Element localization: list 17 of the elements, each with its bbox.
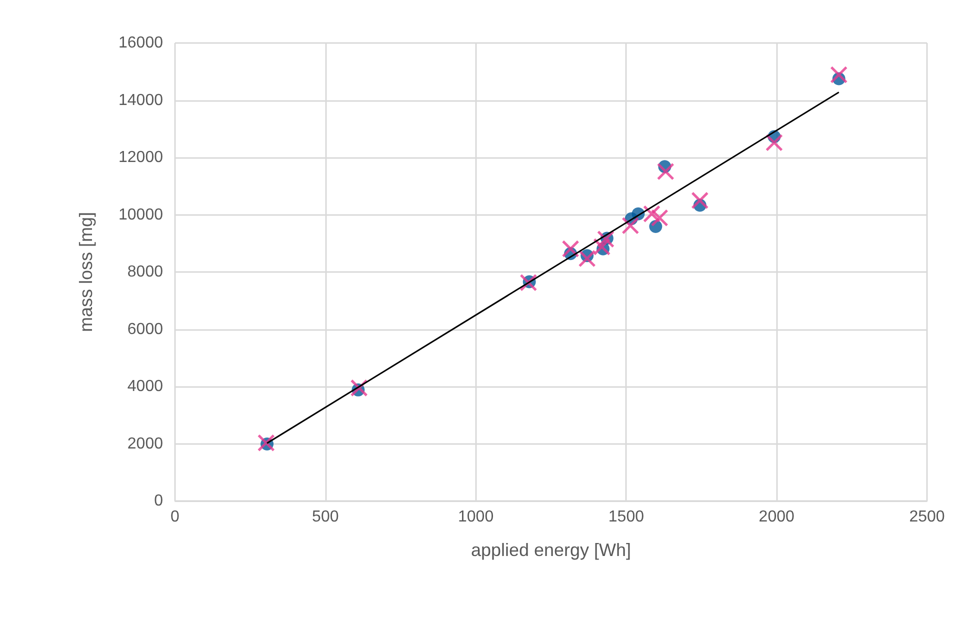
y-tick-label: 16000 — [118, 34, 164, 52]
x-tick-label: 2000 — [758, 508, 794, 526]
x-axis-title: applied energy [Wh] — [470, 540, 632, 560]
y-tick-label: 6000 — [127, 320, 164, 338]
y-tick-label: 8000 — [127, 264, 164, 280]
y-tick-label: 12000 — [118, 149, 164, 166]
x-tick-label: 1000 — [458, 508, 494, 526]
x-tick-label: 0 — [170, 508, 180, 526]
y-tick-label: 0 — [154, 492, 164, 510]
x-tick-label: 1500 — [608, 508, 644, 526]
x-tick-label: 500 — [312, 508, 339, 526]
y-tick-label: 10000 — [118, 206, 164, 224]
y-tick-label: 14000 — [118, 92, 164, 109]
x-tick-label: 2500 — [909, 508, 945, 526]
y-tick-label: 4000 — [127, 378, 164, 395]
y-tick-label: 2000 — [127, 435, 164, 452]
y-axis-title: mass loss [mg] — [76, 212, 96, 332]
